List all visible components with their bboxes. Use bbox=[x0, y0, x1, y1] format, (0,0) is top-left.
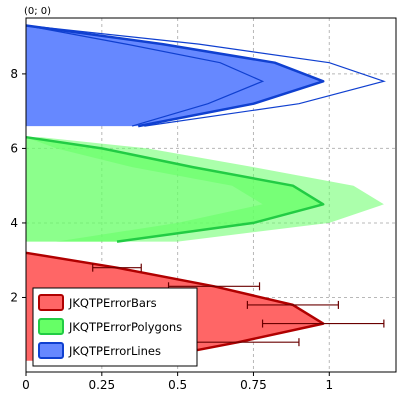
legend-swatch bbox=[38, 342, 64, 359]
x-tick-label: 0 bbox=[22, 378, 30, 392]
error-band bbox=[26, 137, 384, 242]
legend-label: JKQTPErrorBars bbox=[68, 296, 157, 310]
legend-label: JKQTPErrorPolygons bbox=[68, 320, 182, 334]
area-fill bbox=[26, 25, 324, 127]
area-fill bbox=[26, 137, 324, 242]
y-tick-label: 8 bbox=[10, 67, 18, 81]
series-1 bbox=[25, 135, 384, 243]
legend-label: JKQTPErrorLines bbox=[68, 344, 161, 358]
x-tick-label: 0.5 bbox=[168, 378, 187, 392]
series-line bbox=[25, 135, 325, 243]
y-tick-label: 2 bbox=[10, 290, 18, 304]
series-2 bbox=[25, 24, 386, 128]
legend-swatch bbox=[38, 294, 64, 311]
legend: JKQTPErrorBars JKQTPErrorPolygons JKQTPErr… bbox=[32, 287, 198, 367]
plot-frame bbox=[25, 17, 397, 373]
coordinate-readout: (0; 0) bbox=[24, 6, 51, 17]
x-tick-label: 0.75 bbox=[240, 378, 267, 392]
x-tick-label: 1 bbox=[325, 378, 333, 392]
series-line bbox=[25, 24, 325, 128]
x-tick-label: 0.25 bbox=[88, 378, 115, 392]
error-line-lower bbox=[25, 24, 265, 127]
legend-swatch bbox=[38, 318, 64, 335]
y-tick-label: 6 bbox=[10, 141, 18, 155]
error-line-upper bbox=[25, 24, 386, 127]
y-tick-label: 4 bbox=[10, 216, 18, 230]
axes: 0 0.25 0.5 0.75 1 2 4 6 8 bbox=[10, 67, 333, 392]
